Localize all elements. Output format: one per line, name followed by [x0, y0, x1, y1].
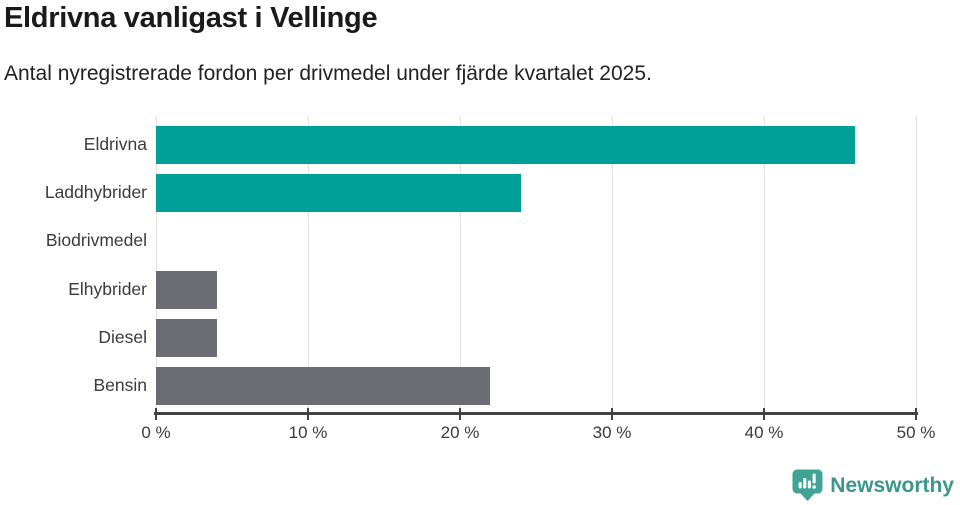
chart-subtitle: Antal nyregistrerade fordon per drivmede…: [4, 62, 652, 85]
bar-diesel: [156, 318, 217, 357]
chart-title: Eldrivna vanligast i Vellinge: [4, 2, 378, 34]
bar-elhybrider: [156, 270, 217, 309]
x-axis-line: [154, 411, 918, 415]
x-axis-tick: [459, 407, 461, 420]
bar-bensin: [156, 367, 491, 405]
x-tick-label: 30 %: [592, 422, 632, 442]
gridline: [155, 116, 157, 412]
category-label: Biodrivmedel: [45, 230, 147, 251]
category-label: Elhybrider: [68, 278, 147, 299]
bar-eldrivna: [156, 126, 856, 164]
bar-laddhybrider: [156, 174, 521, 213]
x-axis-tick: [915, 407, 917, 420]
x-axis-tick: [307, 407, 309, 420]
gridline: [459, 116, 461, 412]
newsworthy-logo-text: Newsworthy: [830, 473, 954, 497]
category-label: Diesel: [98, 326, 147, 347]
x-axis-tick: [155, 407, 157, 420]
x-axis-tick: [763, 407, 765, 420]
gridline: [915, 116, 917, 412]
x-tick-label: 40 %: [744, 422, 784, 442]
gridline: [307, 116, 309, 412]
x-axis-tick: [611, 407, 613, 420]
x-tick-label: 10 %: [288, 422, 328, 442]
category-label: Bensin: [93, 375, 147, 395]
x-tick-label: 50 %: [896, 422, 936, 442]
category-label: Eldrivna: [83, 134, 147, 154]
gridline: [763, 116, 765, 412]
x-tick-label: 0 %: [141, 422, 171, 442]
x-tick-label: 20 %: [440, 422, 480, 442]
category-label: Laddhybrider: [44, 182, 147, 203]
gridline: [611, 116, 613, 412]
newsworthy-footer: Newsworthy: [792, 469, 954, 502]
newsworthy-logo-icon: [792, 469, 823, 502]
